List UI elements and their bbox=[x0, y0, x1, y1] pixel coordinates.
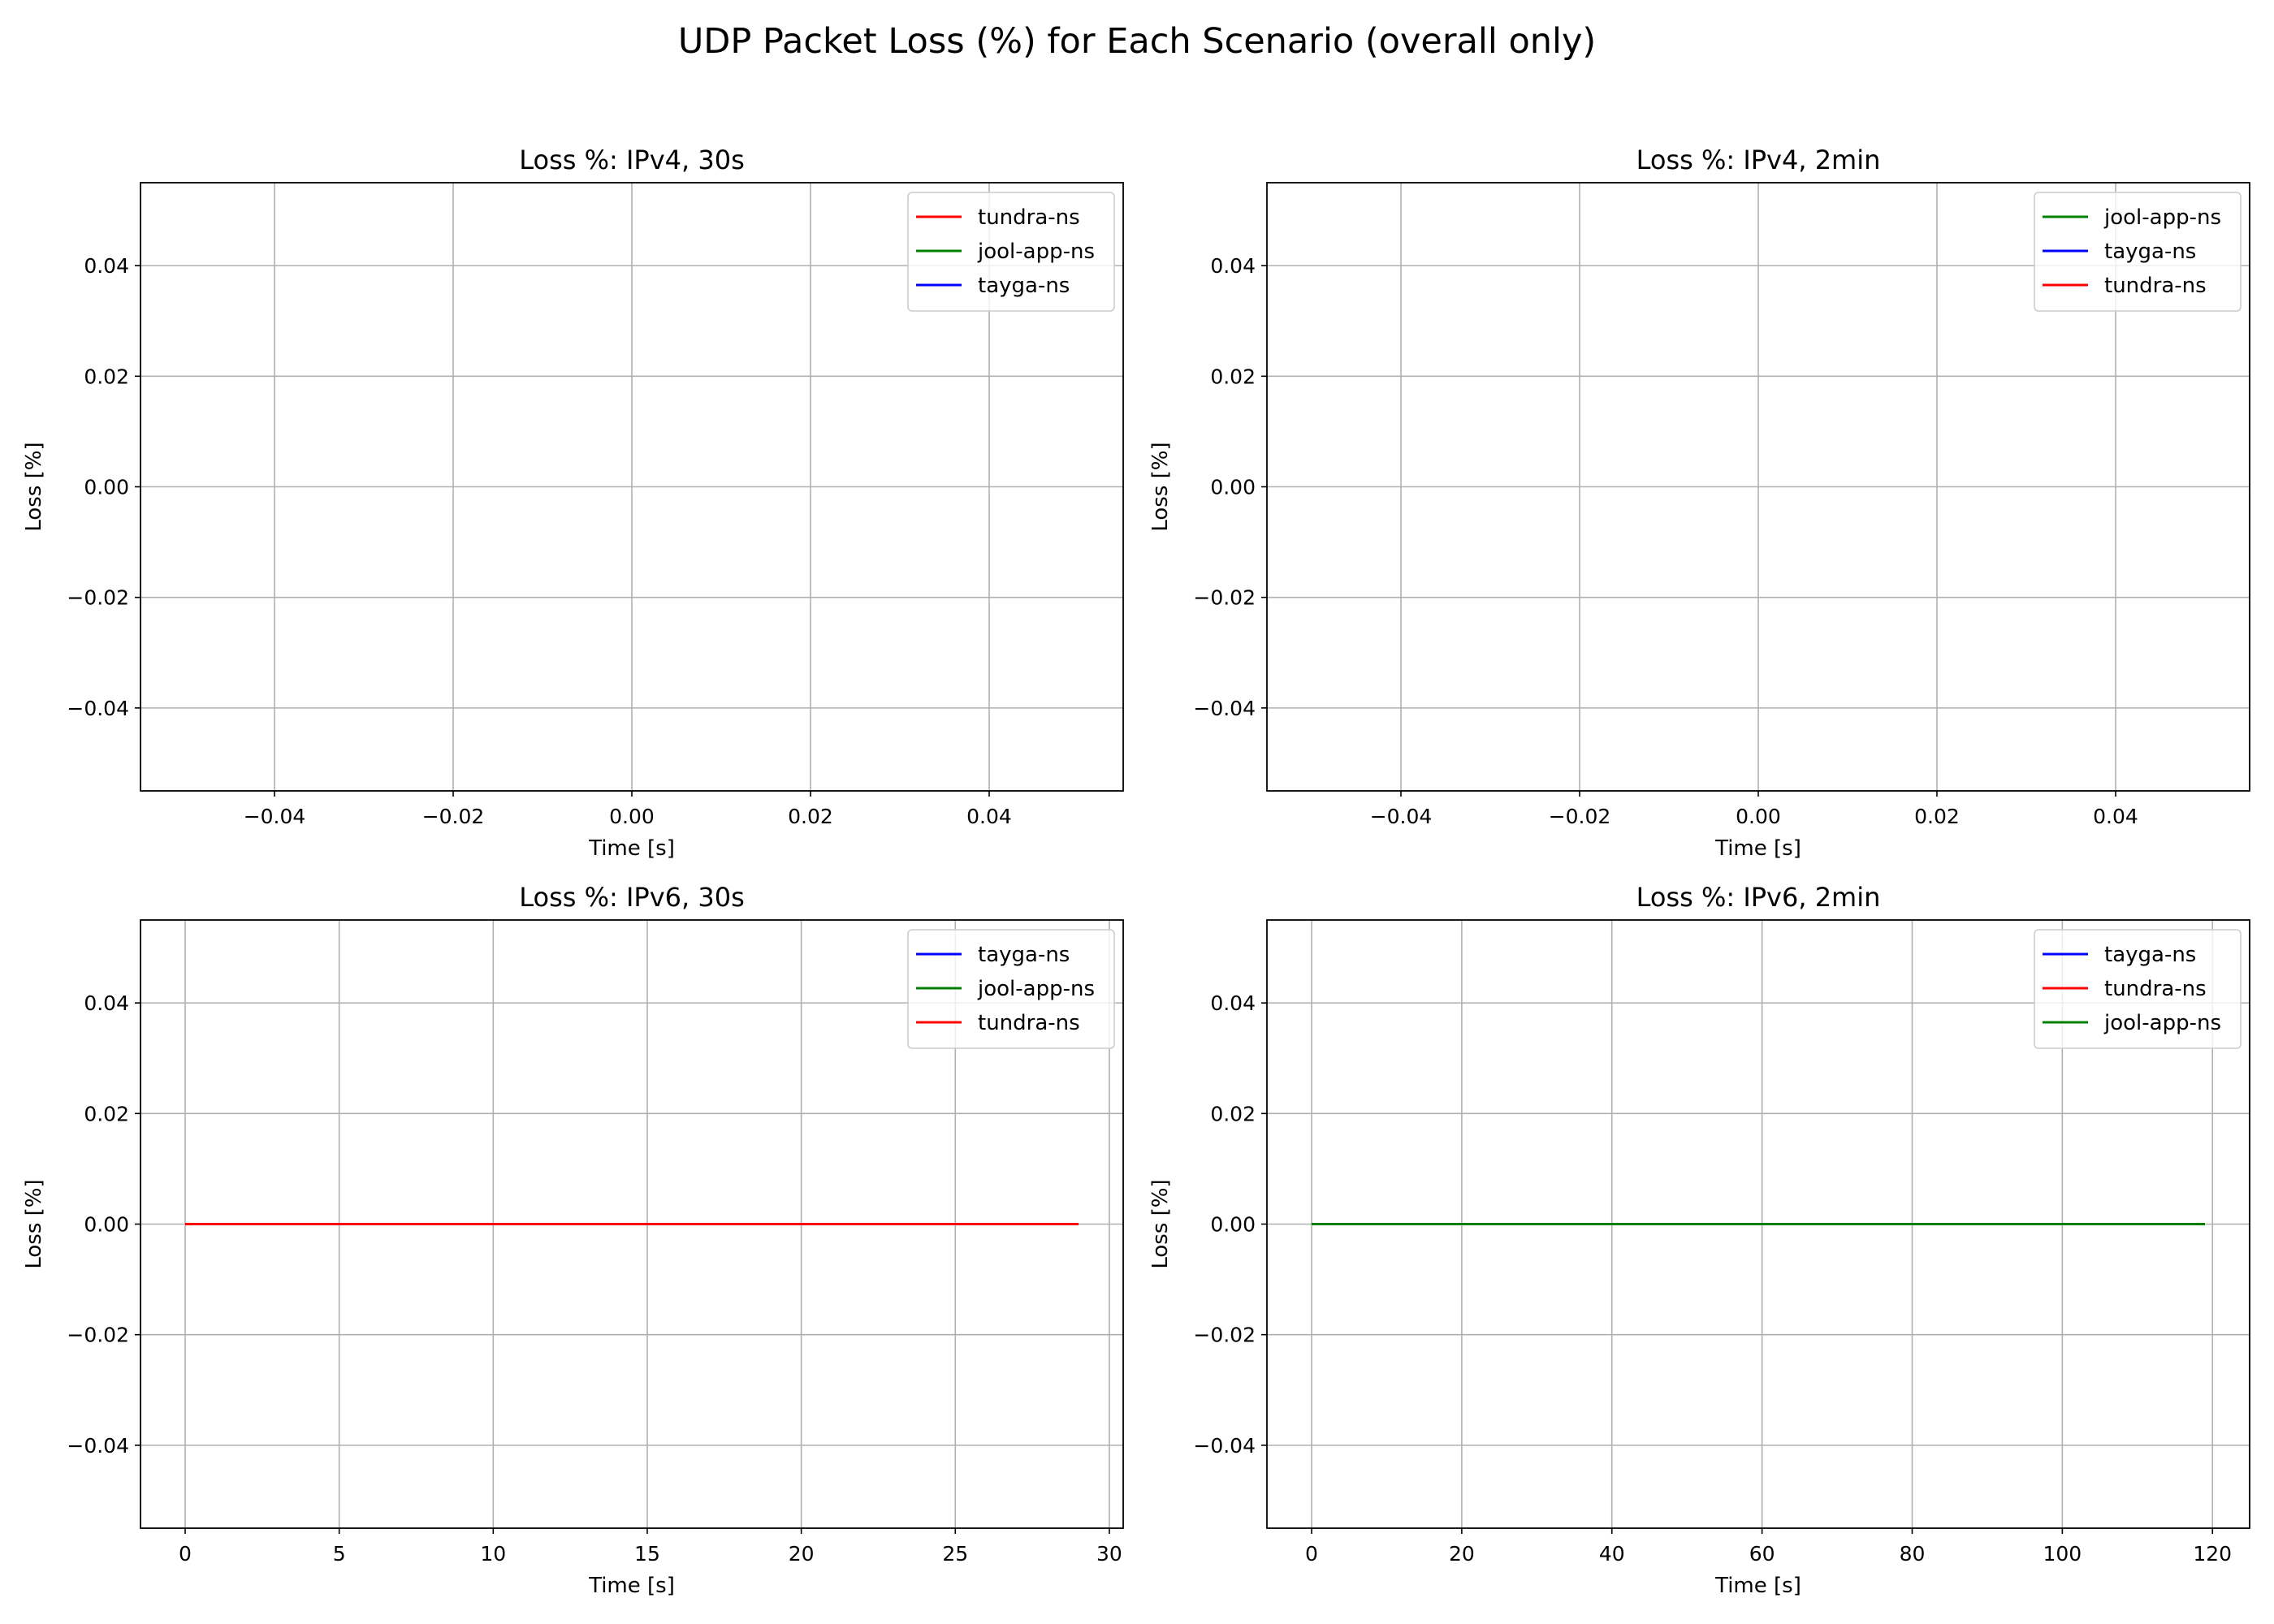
subplot-title: Loss %: IPv6, 2min bbox=[1636, 882, 1881, 913]
y-axis-label: Loss [%] bbox=[1148, 442, 1173, 531]
x-tick-label: 0.02 bbox=[788, 805, 833, 828]
x-tick-label: 0.04 bbox=[966, 805, 1012, 828]
x-tick-label: 0.00 bbox=[1736, 805, 1781, 828]
y-tick-label: 0.00 bbox=[1210, 1213, 1256, 1237]
y-tick-label: −0.04 bbox=[67, 1434, 129, 1458]
y-tick-label: −0.02 bbox=[67, 1324, 129, 1347]
y-tick-label: 0.04 bbox=[1210, 991, 1256, 1015]
subplot-2: −0.04 −0.02 0.00 0.02 0.04 −0.04 −0.02 0.00 0.02… bbox=[1148, 145, 2250, 861]
legend-label-tayga-ns: tayga-ns bbox=[2104, 943, 2196, 967]
y-tick-label: 0.04 bbox=[84, 254, 129, 278]
legend-label-tundra-ns: tundra-ns bbox=[2104, 977, 2207, 1001]
x-tick-label: 0 bbox=[179, 1542, 192, 1566]
legend-box bbox=[907, 192, 1115, 312]
x-tick-label: 0.02 bbox=[1914, 805, 1960, 828]
legend-label-tayga-ns: tayga-ns bbox=[978, 943, 1070, 967]
y-tick-label: 0.04 bbox=[84, 991, 129, 1015]
y-axis-label: Loss [%] bbox=[22, 442, 46, 531]
y-tick-label: −0.02 bbox=[1193, 586, 1256, 610]
x-tick-label: 20 bbox=[1449, 1542, 1475, 1566]
legend-label-jool-app-ns: jool-app-ns bbox=[977, 977, 1095, 1001]
x-tick-label: −0.04 bbox=[1370, 805, 1433, 828]
x-tick-label: −0.04 bbox=[244, 805, 306, 828]
x-tick-label: 120 bbox=[2193, 1542, 2232, 1566]
x-tick-label: −0.02 bbox=[1549, 805, 1611, 828]
subplot-title: Loss %: IPv4, 30s bbox=[519, 145, 744, 175]
legend-label-tundra-ns: tundra-ns bbox=[978, 1011, 1080, 1035]
legend: tundra-ns jool-app-ns tayga-ns bbox=[907, 192, 1115, 312]
x-axis-label: Time [s] bbox=[1714, 836, 1801, 861]
legend-box bbox=[907, 929, 1115, 1049]
y-tick-label: 0.02 bbox=[84, 365, 129, 388]
x-tick-label: 80 bbox=[1900, 1542, 1926, 1566]
y-tick-label: −0.04 bbox=[67, 697, 129, 720]
subplot-3: 0 5 10 15 20 25 30 −0.04 −0.02 0.00 0.02 0.04 Loss %… bbox=[22, 882, 1124, 1598]
x-tick-label: −0.02 bbox=[422, 805, 485, 828]
x-tick-label: 30 bbox=[1096, 1542, 1122, 1566]
subplot-title: Loss %: IPv6, 30s bbox=[519, 882, 744, 913]
x-tick-label: 0 bbox=[1305, 1542, 1318, 1566]
subplot-4: 0 20 40 60 80 100 120 −0.04 −0.02 0.00 0.02 0.04 Los… bbox=[1148, 882, 2250, 1598]
x-tick-label: 15 bbox=[634, 1542, 660, 1566]
x-axis-label: Time [s] bbox=[1714, 1574, 1801, 1598]
legend-label-jool-app-ns: jool-app-ns bbox=[2103, 1011, 2221, 1035]
legend: tayga-ns jool-app-ns tundra-ns bbox=[907, 929, 1115, 1049]
legend-box bbox=[2034, 929, 2242, 1049]
legend-label-tundra-ns: tundra-ns bbox=[978, 205, 1080, 230]
y-tick-label: −0.02 bbox=[1193, 1324, 1256, 1347]
y-axis-label: Loss [%] bbox=[1148, 1179, 1173, 1268]
y-tick-label: 0.04 bbox=[1210, 254, 1256, 278]
x-tick-label: 40 bbox=[1599, 1542, 1625, 1566]
y-tick-label: 0.00 bbox=[1210, 476, 1256, 499]
legend-label-tundra-ns: tundra-ns bbox=[2104, 274, 2207, 298]
y-axis-label: Loss [%] bbox=[22, 1179, 46, 1268]
x-tick-label: 0.04 bbox=[2093, 805, 2138, 828]
x-axis-label: Time [s] bbox=[588, 836, 675, 861]
x-tick-label: 20 bbox=[789, 1542, 815, 1566]
y-tick-label: 0.02 bbox=[84, 1102, 129, 1125]
y-tick-label: −0.04 bbox=[1193, 1434, 1256, 1458]
y-tick-label: −0.02 bbox=[67, 586, 129, 610]
x-axis-label: Time [s] bbox=[588, 1574, 675, 1598]
subplot-title: Loss %: IPv4, 2min bbox=[1636, 145, 1881, 175]
legend: jool-app-ns tayga-ns tundra-ns bbox=[2034, 192, 2242, 312]
y-tick-label: 0.00 bbox=[84, 476, 129, 499]
figure-title: UDP Packet Loss (%) for Each Scenario (o… bbox=[677, 21, 1597, 62]
x-tick-label: 5 bbox=[333, 1542, 346, 1566]
x-tick-label: 0.00 bbox=[609, 805, 655, 828]
legend-label-jool-app-ns: jool-app-ns bbox=[2103, 205, 2221, 230]
legend: tayga-ns tundra-ns jool-app-ns bbox=[2034, 929, 2242, 1049]
y-tick-label: 0.00 bbox=[84, 1213, 129, 1237]
x-tick-label: 10 bbox=[480, 1542, 506, 1566]
y-tick-label: 0.02 bbox=[1210, 365, 1256, 388]
y-tick-label: 0.02 bbox=[1210, 1102, 1256, 1125]
subplot-1: −0.04 −0.02 0.00 0.02 0.04 −0.04 −0.02 0.00 0.02… bbox=[22, 145, 1124, 861]
legend-box bbox=[2034, 192, 2242, 312]
legend-label-jool-app-ns: jool-app-ns bbox=[977, 240, 1095, 264]
x-tick-label: 100 bbox=[2043, 1542, 2082, 1566]
legend-label-tayga-ns: tayga-ns bbox=[978, 274, 1070, 298]
x-tick-label: 25 bbox=[942, 1542, 968, 1566]
y-tick-label: −0.04 bbox=[1193, 697, 1256, 720]
x-tick-label: 60 bbox=[1749, 1542, 1775, 1566]
legend-label-tayga-ns: tayga-ns bbox=[2104, 240, 2196, 264]
